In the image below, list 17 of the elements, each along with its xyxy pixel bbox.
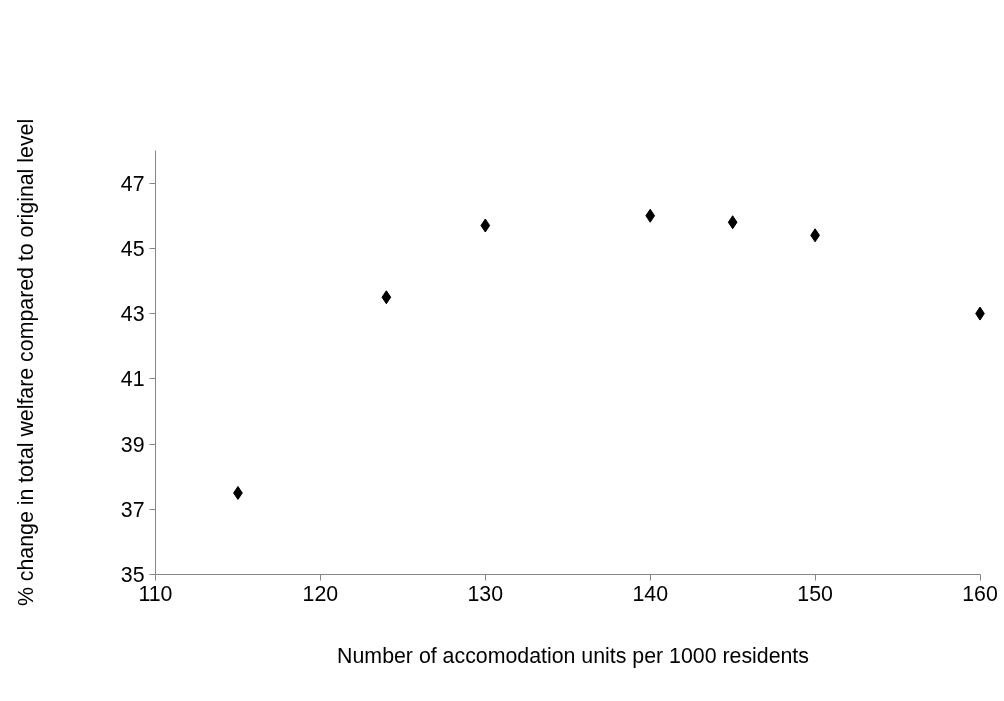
point — [645, 208, 656, 223]
y-tick-label: 45 — [120, 236, 145, 261]
x-axis-title: Number of accomodation units per 1000 residents — [337, 643, 809, 668]
x-tick-label: 160 — [962, 581, 998, 606]
point — [727, 215, 738, 230]
y-tick-label: 41 — [120, 367, 145, 392]
y-tick-label: 39 — [120, 432, 145, 457]
x-tick-label: 150 — [797, 581, 834, 606]
point — [480, 218, 491, 233]
y-tick-label: 47 — [120, 171, 145, 196]
point — [381, 290, 392, 305]
x-tick-label: 140 — [632, 581, 669, 606]
x-tick-label: 120 — [302, 581, 339, 606]
y-tick-label: 43 — [120, 302, 145, 327]
x-tick-label: 130 — [467, 581, 504, 606]
y-tick-label: 37 — [120, 497, 145, 522]
y-axis-title: % change in total welfare compared to original level — [13, 118, 38, 607]
